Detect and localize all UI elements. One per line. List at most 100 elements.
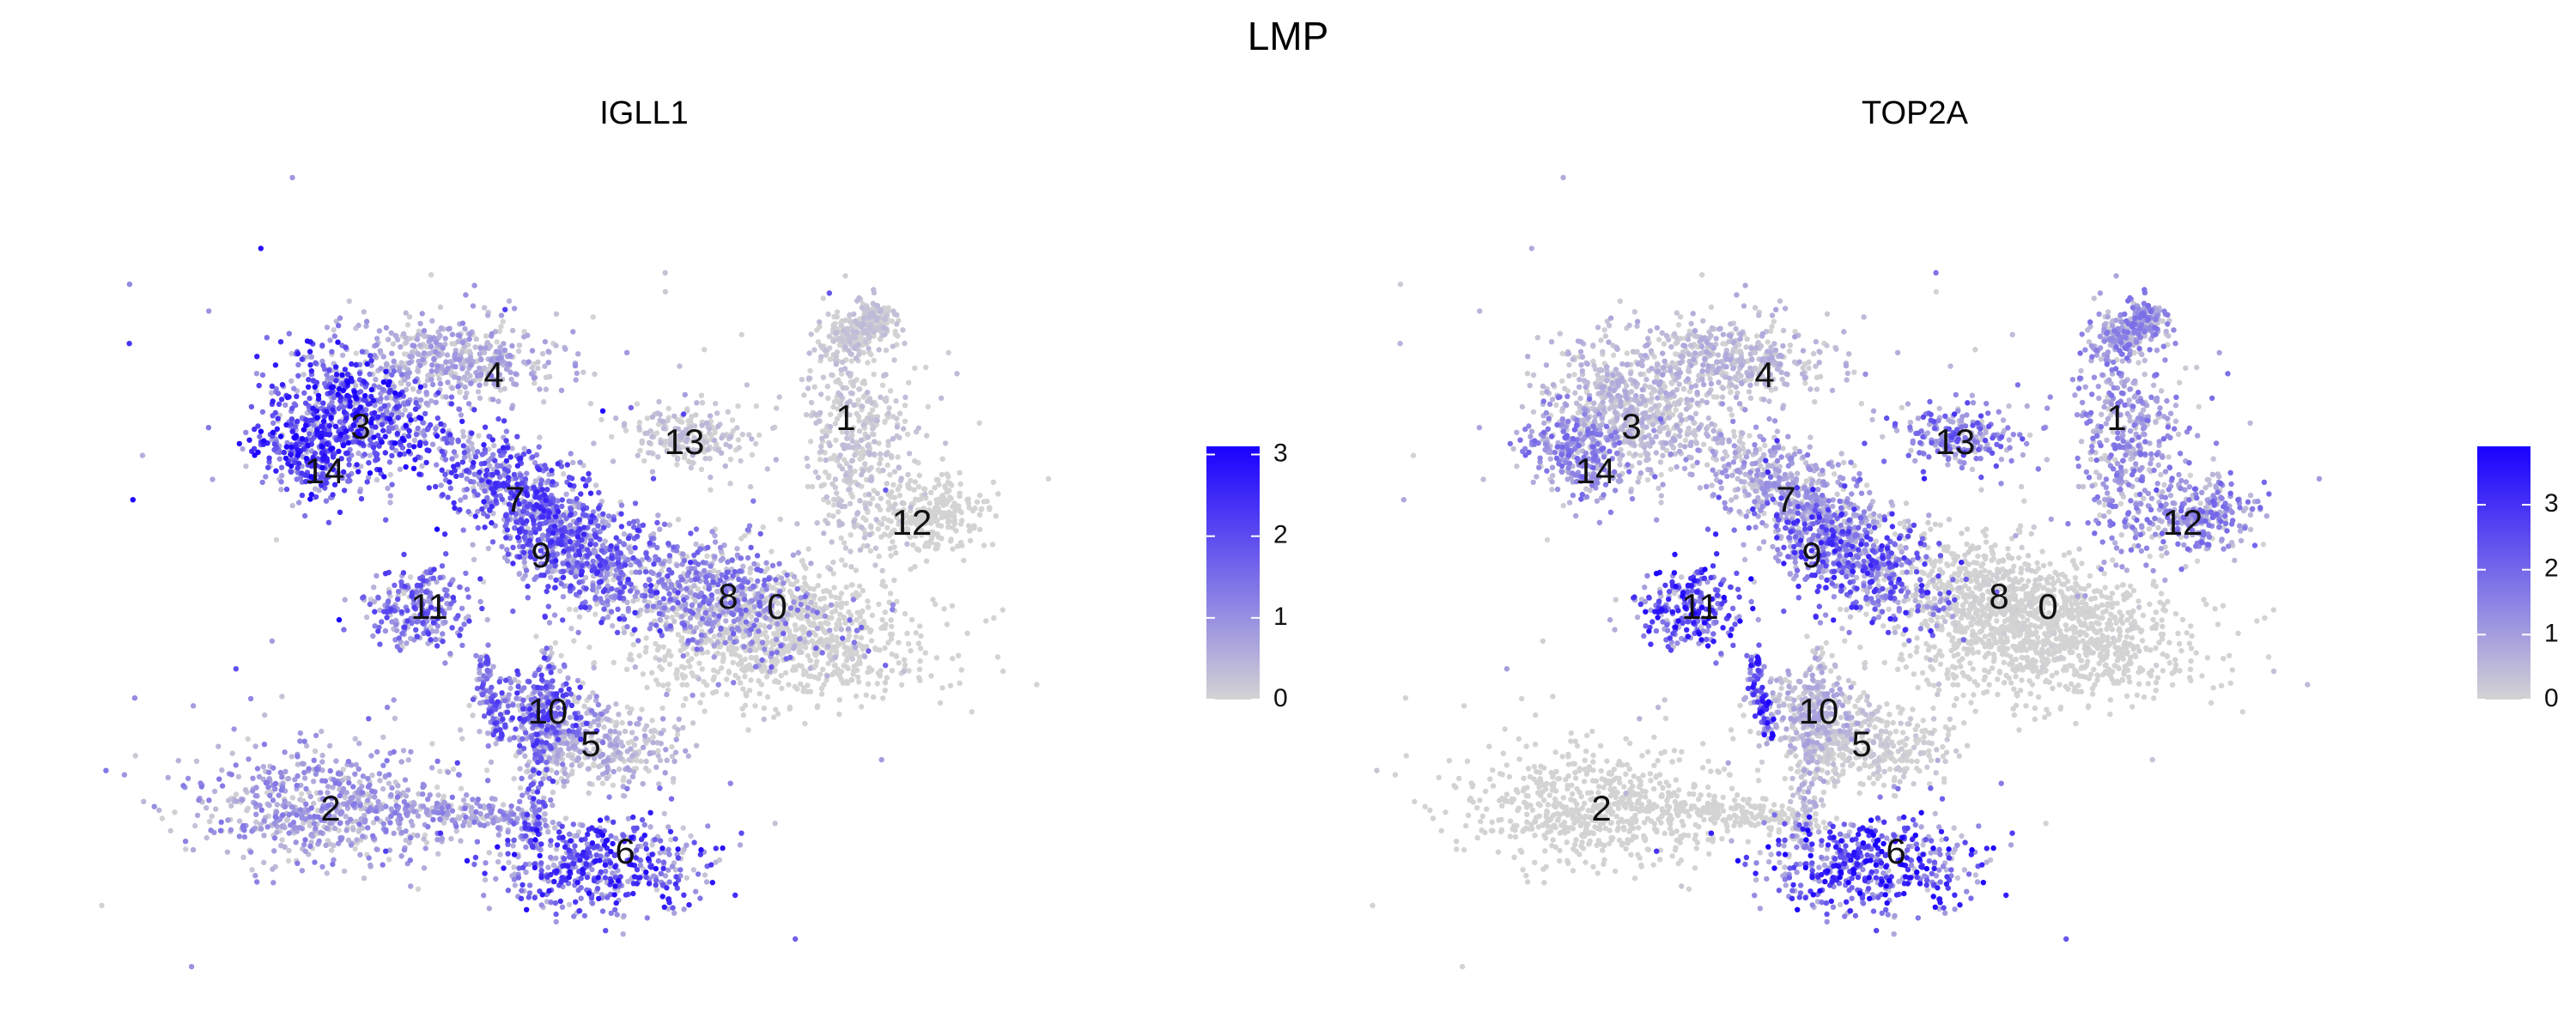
- cell-point: [644, 415, 651, 421]
- cell-point: [573, 377, 579, 383]
- cell-point: [268, 390, 275, 396]
- cell-point: [664, 615, 670, 621]
- cell-point: [547, 842, 554, 848]
- cell-point: [784, 611, 790, 617]
- cell-point: [818, 448, 824, 454]
- cell-point: [553, 311, 560, 317]
- cell-point: [861, 378, 867, 385]
- cell-point: [299, 760, 306, 766]
- cell-point: [856, 428, 863, 434]
- cell-point: [738, 680, 744, 686]
- cell-point: [966, 505, 972, 511]
- cell-point: [438, 325, 444, 331]
- cell-point: [589, 730, 595, 737]
- cell-point: [641, 457, 647, 464]
- cell-point: [289, 754, 295, 760]
- cell-point: [466, 336, 472, 342]
- cell-point: [428, 272, 434, 278]
- cell-point: [234, 798, 240, 804]
- cell-point: [725, 409, 731, 415]
- cell-point: [550, 803, 556, 809]
- cell-point: [529, 348, 536, 354]
- cell-point: [851, 311, 857, 318]
- cell-point: [922, 491, 928, 497]
- cell-point: [841, 651, 848, 657]
- cell-point: [874, 302, 881, 309]
- cell-point: [787, 706, 793, 712]
- cell-point: [529, 365, 535, 371]
- cell-point: [380, 354, 386, 360]
- cell-point: [363, 323, 369, 330]
- cell-point: [470, 712, 476, 718]
- cell-point: [811, 384, 817, 390]
- cell-point: [515, 679, 522, 686]
- cell-point: [859, 704, 865, 710]
- cell-point: [643, 635, 649, 641]
- cell-point: [485, 312, 491, 318]
- cell-point: [778, 651, 784, 657]
- cell-point: [515, 348, 522, 354]
- cell-point: [477, 345, 483, 351]
- cell-point: [868, 524, 874, 530]
- cell-point: [843, 585, 849, 591]
- cell-point: [459, 428, 466, 434]
- cell-point: [683, 875, 690, 881]
- cell-point: [613, 835, 619, 841]
- cell-point: [269, 638, 276, 645]
- cell-point: [374, 846, 380, 852]
- cell-point: [194, 812, 201, 819]
- cell-point: [647, 439, 653, 445]
- cell-point: [612, 737, 618, 743]
- cell-point: [461, 374, 468, 380]
- cell-point: [274, 829, 280, 835]
- cell-point: [416, 342, 423, 348]
- cell-point: [398, 360, 404, 366]
- cell-point: [778, 575, 785, 581]
- cell-point: [900, 327, 906, 333]
- cell-point: [427, 599, 433, 605]
- cell-point: [845, 626, 852, 632]
- cell-point: [704, 649, 711, 656]
- cell-point: [439, 366, 445, 372]
- cell-point: [582, 574, 589, 581]
- cell-point: [708, 487, 714, 493]
- cell-point: [258, 826, 264, 832]
- cell-point: [771, 668, 778, 674]
- cell-point: [770, 425, 776, 431]
- cell-point: [617, 839, 623, 845]
- cell-point: [890, 308, 896, 314]
- cell-point: [820, 666, 826, 673]
- cell-point: [807, 439, 814, 445]
- cell-point: [236, 818, 243, 824]
- cell-point: [673, 736, 679, 742]
- cell-point: [501, 347, 508, 354]
- cell-point: [240, 854, 246, 860]
- cell-point: [846, 444, 853, 451]
- cell-point: [768, 616, 774, 622]
- cell-point: [649, 414, 656, 420]
- cell-point: [480, 482, 486, 488]
- cell-point: [353, 383, 359, 389]
- cell-point: [521, 554, 527, 561]
- cell-point: [835, 377, 841, 383]
- cell-point: [711, 654, 717, 660]
- cell-point: [537, 434, 543, 440]
- cell-point: [490, 397, 496, 403]
- cell-point: [904, 630, 910, 637]
- cell-point: [495, 384, 501, 390]
- cell-point: [915, 640, 922, 646]
- cell-point: [551, 825, 558, 831]
- cell-point: [289, 502, 295, 509]
- cell-point: [379, 805, 385, 812]
- cell-point: [995, 491, 1001, 497]
- cell-point: [266, 803, 272, 809]
- cell-point: [682, 451, 688, 457]
- cell-point: [677, 363, 683, 369]
- cell-point: [877, 451, 884, 457]
- cell-point: [331, 825, 338, 832]
- cell-point: [935, 476, 941, 483]
- cell-point: [847, 476, 853, 482]
- cell-point: [175, 758, 181, 764]
- cell-point: [599, 780, 606, 786]
